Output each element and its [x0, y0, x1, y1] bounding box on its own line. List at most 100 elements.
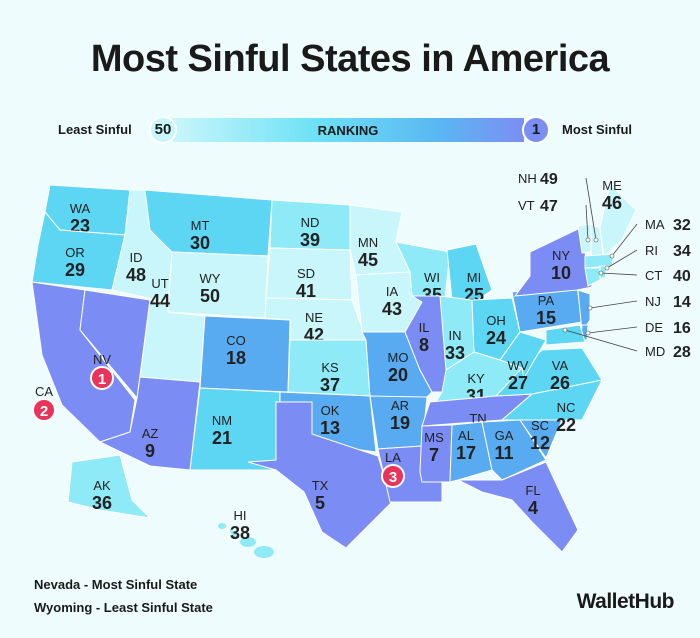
state-shape[interactable]	[247, 401, 393, 549]
page-title: Most Sinful States in America	[90, 38, 610, 80]
callout-dot	[604, 265, 610, 271]
state-abbr: IN	[449, 328, 462, 343]
state-ct[interactable]: CT 40	[584, 267, 691, 287]
state-rank: 21	[212, 428, 232, 448]
state-abbr: WI	[424, 270, 440, 285]
state-rank: 24	[486, 328, 506, 348]
state-de[interactable]: DE 16	[580, 320, 691, 341]
state-shape[interactable]	[67, 454, 152, 519]
state-rank: 28	[673, 344, 691, 361]
state-abbr: IA	[386, 284, 399, 299]
state-rank: 10	[551, 263, 571, 283]
state-shape[interactable]	[189, 387, 281, 471]
state-rank: 1	[98, 371, 106, 388]
state-abbr: OR	[65, 245, 85, 260]
callout-line	[606, 249, 638, 269]
state-az[interactable]: AZ9	[98, 376, 201, 471]
state-shape[interactable]	[457, 461, 579, 553]
state-abbr: NJ	[645, 294, 661, 309]
state-shape[interactable]	[584, 253, 615, 269]
state-rank: 26	[550, 373, 570, 393]
state-abbr: CT	[645, 268, 662, 283]
state-rank: 36	[92, 493, 112, 513]
callout-line	[589, 300, 638, 309]
state-shape[interactable]	[545, 324, 586, 346]
state-rank: 45	[358, 250, 378, 270]
state-shape[interactable]	[419, 424, 453, 483]
state-shape[interactable]	[584, 267, 601, 287]
state-la[interactable]: LA 3	[377, 445, 443, 503]
state-rank: 27	[508, 373, 528, 393]
state-nv[interactable]: NV 1	[79, 289, 151, 400]
state-rank: 39	[300, 230, 320, 250]
legend-least-label: Least Sinful	[58, 122, 132, 137]
state-ms[interactable]: MS7	[419, 424, 453, 483]
state-abbr: NH	[518, 171, 537, 186]
state-shape[interactable]	[494, 347, 603, 397]
state-abbr: WV	[508, 358, 529, 373]
state-rank: 18	[226, 348, 246, 368]
state-rank: 8	[419, 335, 429, 355]
state-nh[interactable]: NH 49	[518, 171, 604, 257]
state-tx[interactable]: TX5	[247, 401, 393, 549]
state-md[interactable]: MD 28	[545, 324, 691, 361]
state-rank: 41	[296, 281, 316, 301]
state-abbr: KY	[467, 371, 485, 386]
state-abbr: AK	[93, 478, 111, 493]
state-rank: 46	[602, 193, 622, 213]
state-rank: 9	[145, 441, 155, 461]
state-rank: 30	[190, 233, 210, 253]
state-shape[interactable]	[499, 331, 547, 380]
state-nj[interactable]: NJ 14	[577, 289, 691, 334]
state-fl[interactable]: FL4	[457, 461, 579, 553]
state-rank: 32	[673, 217, 691, 234]
state-shape[interactable]	[226, 527, 239, 542]
state-ma[interactable]: MA 32	[584, 217, 691, 269]
state-shape[interactable]	[577, 289, 591, 334]
state-rank: 17	[456, 443, 476, 463]
state-abbr: MI	[467, 270, 481, 285]
state-ri[interactable]: RI 34	[599, 243, 691, 279]
state-vt[interactable]: VT 47	[518, 198, 592, 254]
state-rank: 13	[320, 418, 340, 438]
state-shape[interactable]	[449, 421, 493, 483]
state-shape[interactable]	[98, 376, 201, 471]
state-rank: 29	[65, 260, 85, 280]
footer-most-sinful: Nevada - Most Sinful State	[34, 577, 198, 592]
state-shape[interactable]	[599, 183, 637, 257]
state-abbr: WY	[200, 271, 221, 286]
state-rank: 47	[540, 198, 558, 215]
state-abbr: NE	[305, 310, 323, 325]
legend-most-label: Most Sinful	[562, 122, 633, 137]
legend-gradient-bar: RANKING	[172, 118, 524, 142]
state-abbr: MT	[191, 218, 210, 233]
state-rank: 43	[382, 299, 402, 319]
state-abbr: FL	[525, 483, 540, 498]
island-shape	[254, 546, 274, 558]
state-rank: 12	[530, 433, 550, 453]
state-shape[interactable]	[446, 243, 493, 305]
